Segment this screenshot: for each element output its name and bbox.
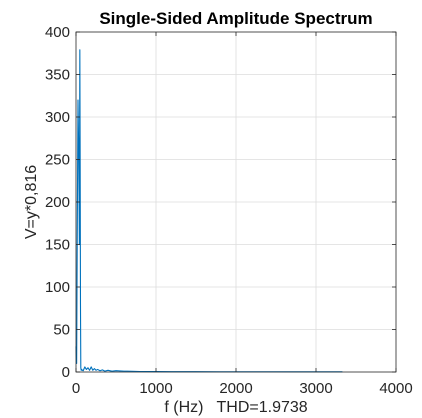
y-tick-label: 0 <box>62 364 70 381</box>
y-tick-label: 250 <box>45 152 70 169</box>
x-tick-label: 2000 <box>219 380 252 397</box>
x-tick-label: 3000 <box>299 380 332 397</box>
chart-title: Single-Sided Amplitude Spectrum <box>99 9 372 28</box>
x-axis-label: f (Hz) THD=1.9738 <box>164 399 307 416</box>
x-tick-label: 1000 <box>139 380 172 397</box>
y-tick-label: 100 <box>45 279 70 296</box>
ticks-layer: 0 1000 2000 3000 4000 0 50 100 150 200 250 300 350 40… <box>45 24 413 397</box>
x-tick-label: 0 <box>72 380 80 397</box>
y-tick-label: 50 <box>53 322 70 339</box>
y-axis-label: V=y*0,816 <box>23 165 40 239</box>
x-tick-label: 4000 <box>379 380 412 397</box>
y-tick-label: 400 <box>45 24 70 41</box>
y-tick-label: 150 <box>45 237 70 254</box>
y-tick-label: 300 <box>45 109 70 126</box>
y-tick-label: 350 <box>45 67 70 84</box>
y-tick-label: 200 <box>45 194 70 211</box>
gridlines <box>76 32 396 372</box>
